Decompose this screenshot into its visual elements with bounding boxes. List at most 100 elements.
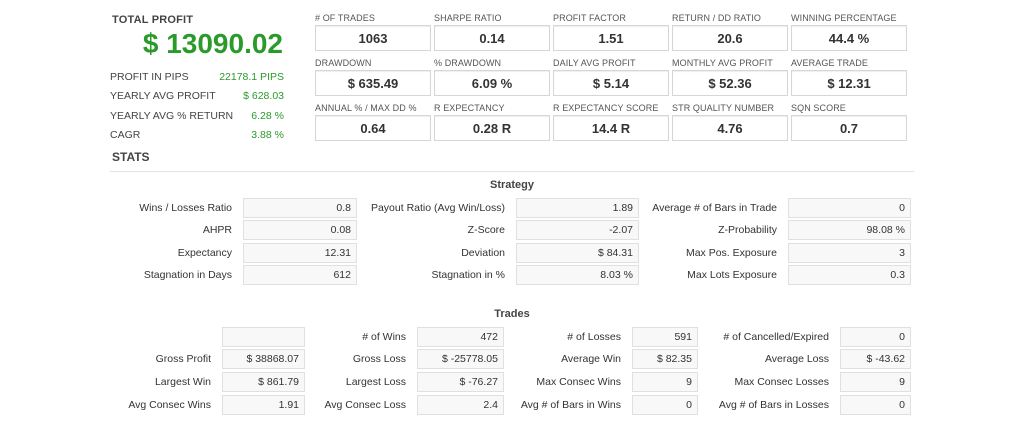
trades-label: Largest Win [154, 376, 211, 388]
strategy-value: $ 84.31 [516, 243, 639, 263]
summary-label: YEARLY AVG % RETURN [110, 109, 234, 122]
metric-value: $ 12.31 [791, 70, 907, 96]
metric-label: STR QUALITY NUMBER [672, 103, 775, 113]
metric-value: 1063 [315, 25, 431, 51]
metric-card: R EXPECTANCY 0.28 R [434, 103, 550, 141]
metric-label: DAILY AVG PROFIT [553, 58, 636, 68]
strategy-value: 3 [788, 243, 911, 263]
strategy-label: Deviation [461, 247, 505, 259]
trades-value: $ -43.62 [840, 349, 911, 369]
divider [110, 171, 914, 172]
strategy-value: 12.31 [243, 243, 357, 263]
metric-card: STR QUALITY NUMBER 4.76 [672, 103, 788, 141]
total-profit-value: $ 13090.02 [142, 28, 283, 59]
trades-label: Largest Loss [345, 376, 406, 388]
trades-value: 9 [840, 372, 911, 392]
summary-label: PROFIT IN PIPS [110, 70, 189, 83]
metric-label: SHARPE RATIO [434, 13, 502, 23]
metric-value: 4.76 [672, 115, 788, 141]
metric-label: RETURN / DD RATIO [672, 13, 762, 23]
strategy-label: Expectancy [177, 247, 232, 259]
summary-label: YEARLY AVG PROFIT [110, 90, 216, 103]
metric-card: DAILY AVG PROFIT $ 5.14 [553, 58, 669, 96]
trades-value: $ 82.35 [632, 349, 698, 369]
trades-label: Max Consec Wins [536, 376, 621, 388]
metric-value: 1.51 [553, 25, 669, 51]
summary-value: 6.28 % [251, 109, 284, 122]
trades-value: 591 [632, 327, 698, 347]
metric-card: SQN SCORE 0.7 [791, 103, 907, 141]
metric-card: RETURN / DD RATIO 20.6 [672, 13, 788, 51]
metric-label: R EXPECTANCY SCORE [553, 103, 659, 113]
metric-card: ANNUAL % / MAX DD % 0.64 [315, 103, 431, 141]
strategy-label: Stagnation in % [431, 269, 505, 281]
trades-value: 9 [632, 372, 698, 392]
trades-value: 0 [840, 395, 911, 415]
trades-heading: Trades [494, 308, 530, 320]
metric-card: R EXPECTANCY SCORE 14.4 R [553, 103, 669, 141]
trades-value: 0 [840, 327, 911, 347]
metric-card: WINNING PERCENTAGE 44.4 % [791, 13, 907, 51]
metric-value: 6.09 % [434, 70, 550, 96]
trades-label: Average Loss [764, 353, 829, 365]
strategy-label: Max Pos. Exposure [685, 247, 777, 259]
metric-card: SHARPE RATIO 0.14 [434, 13, 550, 51]
summary-value: 3.88 % [251, 129, 284, 142]
strategy-value: 0.08 [243, 220, 357, 240]
summary-row: YEARLY AVG PROFIT $ 628.03 [110, 87, 284, 107]
metric-label: ANNUAL % / MAX DD % [315, 103, 417, 113]
stats-heading: STATS [112, 150, 150, 164]
metric-label: # OF TRADES [315, 13, 375, 23]
trades-label: Gross Profit [155, 353, 211, 365]
metric-value: 0.64 [315, 115, 431, 141]
metric-value: 20.6 [672, 25, 788, 51]
trades-label: # of Losses [567, 331, 621, 343]
trades-label: Avg # of Bars in Wins [520, 399, 621, 411]
metric-value: 0.14 [434, 25, 550, 51]
total-profit-label: TOTAL PROFIT [112, 14, 194, 26]
metric-card: MONTHLY AVG PROFIT $ 52.36 [672, 58, 788, 96]
metric-value: 44.4 % [791, 25, 907, 51]
strategy-label: Z-Score [467, 224, 505, 236]
summary-row: PROFIT IN PIPS 22178.1 PIPS [110, 67, 284, 87]
summary-value: $ 628.03 [243, 90, 284, 103]
summary-row: YEARLY AVG % RETURN 6.28 % [110, 106, 284, 126]
metric-card: # OF TRADES 1063 [315, 13, 431, 51]
strategy-label: Z-Probability [718, 224, 777, 236]
trades-value: 0 [632, 395, 698, 415]
metric-value: $ 635.49 [315, 70, 431, 96]
metric-value: 14.4 R [553, 115, 669, 141]
metric-label: DRAWDOWN [315, 58, 372, 68]
metric-card: AVERAGE TRADE $ 12.31 [791, 58, 907, 96]
trades-value [222, 327, 305, 347]
summary-label: CAGR [110, 129, 141, 142]
strategy-label: Max Lots Exposure [687, 269, 777, 281]
trades-label: # of Wins [362, 331, 406, 343]
strategy-value: 0.8 [243, 198, 357, 218]
trades-value: $ -25778.05 [417, 349, 504, 369]
trades-label: Average Win [561, 353, 621, 365]
metric-value: 0.28 R [434, 115, 550, 141]
trades-value: 472 [417, 327, 504, 347]
metric-card: DRAWDOWN $ 635.49 [315, 58, 431, 96]
strategy-value: 0.3 [788, 265, 911, 285]
strategy-value: -2.07 [516, 220, 639, 240]
trades-value: $ 38868.07 [222, 349, 305, 369]
metric-value: $ 5.14 [553, 70, 669, 96]
strategy-label: Wins / Losses Ratio [139, 202, 232, 214]
metric-card: PROFIT FACTOR 1.51 [553, 13, 669, 51]
summary-value: 22178.1 PIPS [219, 70, 284, 83]
trades-label: # of Cancelled/Expired [723, 331, 829, 343]
strategy-label: Stagnation in Days [143, 269, 232, 281]
trades-value: $ -76.27 [417, 372, 504, 392]
strategy-label: Average # of Bars in Trade [652, 202, 777, 214]
summary-row: CAGR 3.88 % [110, 126, 284, 146]
trades-label: Avg # of Bars in Losses [718, 399, 829, 411]
metric-label: MONTHLY AVG PROFIT [672, 58, 773, 68]
trades-value: 1.91 [222, 395, 305, 415]
strategy-value: 98.08 % [788, 220, 911, 240]
strategy-value: 0 [788, 198, 911, 218]
metric-label: WINNING PERCENTAGE [791, 13, 897, 23]
metric-label: AVERAGE TRADE [791, 58, 868, 68]
metric-value: $ 52.36 [672, 70, 788, 96]
